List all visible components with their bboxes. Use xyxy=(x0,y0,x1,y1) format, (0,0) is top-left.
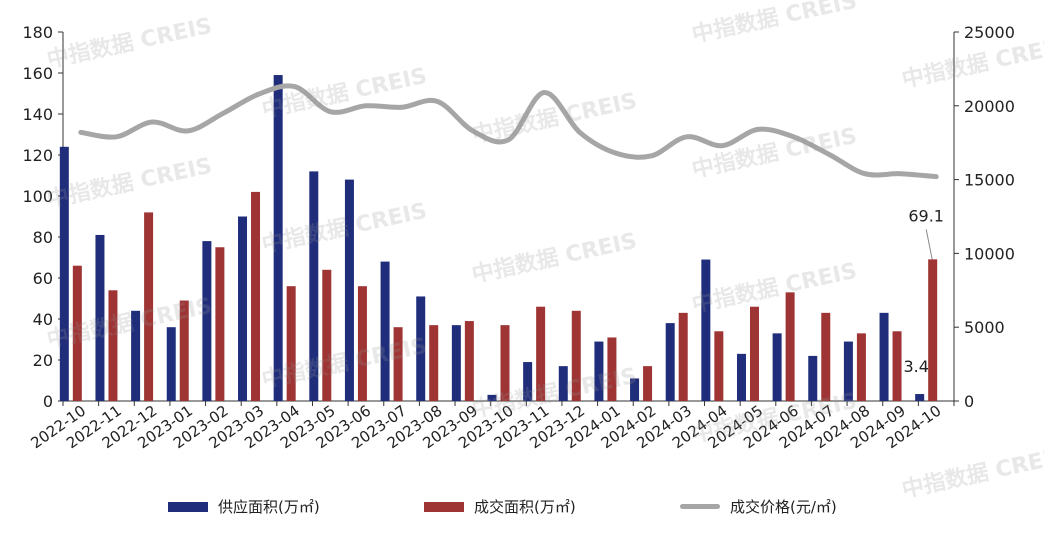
bar-supply xyxy=(736,353,746,401)
y-left-tick-label: 180 xyxy=(22,23,53,42)
bar-deal-area xyxy=(536,306,546,401)
bar-deal-area xyxy=(72,265,82,401)
bar-supply xyxy=(166,327,176,401)
bar-supply xyxy=(523,362,533,401)
bar-deal-area xyxy=(215,247,225,401)
bar-deal-area xyxy=(821,312,831,401)
bar-supply xyxy=(915,394,925,401)
bar-deal-area xyxy=(643,366,653,401)
bar-supply xyxy=(808,355,818,401)
bar-deal-area xyxy=(678,312,688,401)
bar-supply xyxy=(879,312,889,401)
bar-deal-area xyxy=(500,325,510,401)
bar-supply xyxy=(95,234,105,401)
bar-deal-area xyxy=(749,306,759,401)
bar-deal-area xyxy=(251,191,261,401)
bar-supply xyxy=(344,179,354,401)
bar-supply xyxy=(273,75,283,402)
bar-deal-area xyxy=(856,333,866,401)
bar-supply xyxy=(843,341,853,401)
bar-deal-area xyxy=(144,212,154,401)
bar-supply xyxy=(202,241,212,401)
y-right-tick-label: 20000 xyxy=(964,97,1015,116)
y-right-tick-label: 10000 xyxy=(964,244,1015,263)
legend-label-price: 成交价格(元/㎡) xyxy=(730,498,837,516)
bar-deal-area xyxy=(286,286,296,401)
legend-item-supply: 供应面积(万㎡) xyxy=(168,496,320,517)
y-right-tick-label: 5000 xyxy=(964,318,1005,337)
legend-label-deal-area: 成交面积(万㎡) xyxy=(474,498,576,516)
y-right-tick-label: 15000 xyxy=(964,171,1015,190)
legend-swatch-price xyxy=(680,504,720,509)
bar-deal-area xyxy=(429,325,439,401)
data-label-deal-area: 69.1 xyxy=(908,206,944,225)
y-left-tick-label: 0 xyxy=(43,392,53,411)
line-price xyxy=(78,83,939,180)
y-left-tick-label: 60 xyxy=(33,269,53,288)
bar-deal-area xyxy=(108,290,118,401)
bar-deal-area xyxy=(179,300,189,401)
bar-supply xyxy=(380,261,390,401)
bar-deal-area xyxy=(322,269,332,401)
bar-supply xyxy=(665,323,675,401)
bar-supply xyxy=(451,325,461,401)
y-right-tick-label: 0 xyxy=(964,392,974,411)
y-left-tick-label: 160 xyxy=(22,64,53,83)
bar-deal-area xyxy=(785,292,795,401)
data-label-supply: 3.4 xyxy=(903,357,928,376)
legend-item-deal-area: 成交面积(万㎡) xyxy=(424,496,576,517)
y-right-tick-label: 25000 xyxy=(964,23,1015,42)
bar-deal-area xyxy=(714,331,724,401)
bar-supply xyxy=(701,259,711,401)
legend-swatch-supply xyxy=(168,501,208,512)
bar-deal-area xyxy=(892,331,902,401)
legend-swatch-deal-area xyxy=(424,501,464,512)
chart: 0 20 40 60 80 100 120 140 160 180 0 5000 10000 15000 2… xyxy=(22,23,1015,452)
bar-supply xyxy=(630,378,640,401)
y-left-tick-label: 120 xyxy=(22,146,53,165)
bar-supply xyxy=(558,366,568,401)
bar-deal-area xyxy=(393,327,403,401)
y-left-tick-label: 100 xyxy=(22,187,53,206)
bar-supply xyxy=(309,171,319,401)
bar-supply xyxy=(594,341,604,401)
bar-deal-area xyxy=(464,321,474,401)
bar-deal-area xyxy=(571,310,581,401)
legend-label-supply: 供应面积(万㎡) xyxy=(218,498,320,516)
bar-supply xyxy=(238,216,248,401)
bar-deal-area xyxy=(928,259,938,401)
legend-item-price: 成交价格(元/㎡) xyxy=(680,496,837,517)
bar-deal-area xyxy=(357,286,367,401)
bar-supply xyxy=(487,394,497,401)
y-left-tick-label: 80 xyxy=(33,228,53,247)
y-left-tick-label: 40 xyxy=(33,310,53,329)
data-label-leader xyxy=(925,229,933,260)
legend: 供应面积(万㎡) 成交面积(万㎡) 成交价格(元/㎡) xyxy=(0,496,1044,526)
y-left-tick-label: 140 xyxy=(22,105,53,124)
bar-supply xyxy=(416,296,426,401)
bar-supply xyxy=(131,310,141,401)
bar-supply xyxy=(772,333,782,401)
bar-supply xyxy=(59,146,69,401)
y-left-tick-label: 20 xyxy=(33,351,53,370)
bar-deal-area xyxy=(607,337,617,401)
